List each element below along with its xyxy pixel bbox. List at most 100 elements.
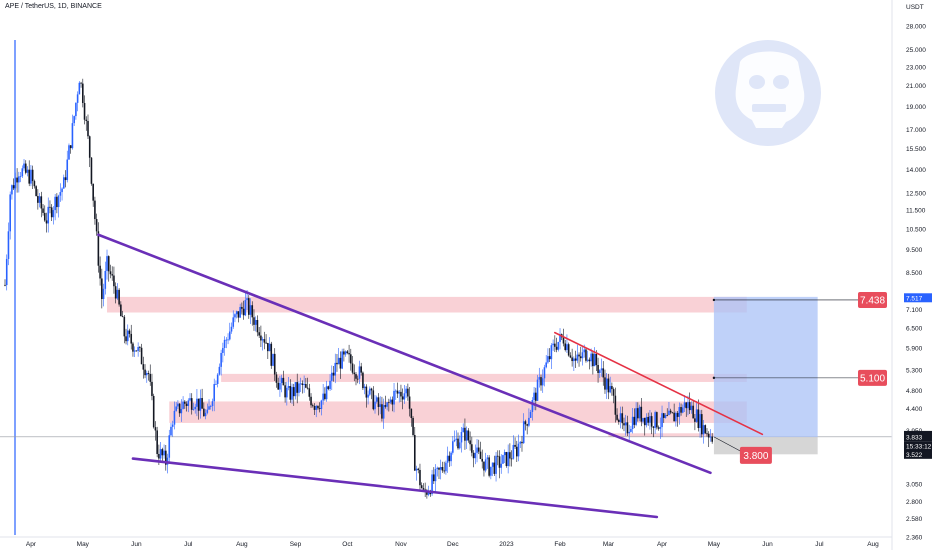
- candle-body: [350, 354, 352, 364]
- candle-body: [602, 368, 605, 378]
- candle-body: [372, 390, 375, 410]
- candle-body: [218, 366, 221, 375]
- candle-body: [496, 455, 499, 457]
- y-tick-label: 23.000: [906, 64, 926, 71]
- candle-body: [244, 300, 247, 316]
- candle-body: [87, 120, 89, 137]
- candle-body: [571, 357, 573, 362]
- candle-body: [228, 331, 231, 340]
- candle-body: [564, 343, 567, 351]
- candle-body: [638, 406, 641, 419]
- y-tick-label: 17.000: [906, 127, 926, 134]
- candle-body: [324, 393, 326, 400]
- candle-body: [410, 408, 413, 418]
- candle-body: [14, 177, 17, 189]
- candle-body: [493, 462, 496, 474]
- y-tick-label: 10.500: [906, 226, 926, 233]
- candle-body: [614, 395, 617, 415]
- candle-body: [227, 339, 229, 341]
- trendline-lower: [131, 457, 659, 519]
- candle-body: [246, 298, 248, 301]
- candle-body: [642, 417, 644, 422]
- candle-body: [196, 398, 198, 407]
- candle-body: [649, 416, 651, 423]
- candle-body: [237, 311, 240, 318]
- candle-body: [633, 416, 636, 425]
- resistance-zone: [169, 401, 747, 423]
- candle-body: [66, 159, 69, 181]
- candle-body: [190, 398, 193, 410]
- candle-body: [223, 339, 226, 348]
- price-tag-stop: [904, 449, 932, 459]
- candle-body: [488, 457, 490, 476]
- x-tick-label: Jun: [131, 541, 142, 548]
- candle-body: [505, 452, 508, 467]
- candle-body: [583, 349, 586, 353]
- candle-body: [282, 377, 285, 386]
- x-tick-label: May: [708, 541, 721, 548]
- candle-body: [690, 405, 693, 411]
- candle-body: [216, 374, 219, 384]
- candle-body: [469, 440, 471, 445]
- candle-body: [486, 457, 489, 460]
- candle-body: [318, 408, 321, 410]
- candle-body: [33, 181, 36, 187]
- candle-body: [175, 406, 177, 411]
- candle-body: [50, 207, 53, 218]
- candle-body: [154, 427, 157, 431]
- candle-body: [555, 346, 558, 350]
- candle-body: [626, 422, 629, 434]
- candle-body: [652, 426, 655, 428]
- price-tag-text: 7.517: [906, 295, 923, 302]
- candle-body: [118, 289, 120, 305]
- candle-body: [9, 194, 11, 232]
- candle-body: [232, 317, 235, 327]
- candle-body: [156, 430, 158, 454]
- target-label: 5.100: [860, 373, 885, 384]
- candle-body: [382, 405, 385, 419]
- candle-body: [114, 286, 117, 299]
- candle-body: [317, 405, 319, 409]
- candle-body: [149, 374, 152, 382]
- x-tick-label: Feb: [554, 541, 566, 548]
- candle-body: [666, 414, 669, 416]
- candle-body: [31, 169, 34, 182]
- candle-body: [640, 406, 643, 422]
- candle-body: [230, 326, 233, 332]
- candle-body: [604, 377, 606, 390]
- x-tick-label: Nov: [395, 541, 407, 548]
- candle-body: [83, 102, 86, 120]
- candle-body: [548, 356, 551, 360]
- price-tag-current: [904, 432, 932, 442]
- candle-body: [142, 364, 145, 370]
- candle-body: [562, 337, 565, 344]
- candle-body: [472, 452, 475, 459]
- candle-body: [536, 379, 539, 401]
- candle-body: [215, 383, 217, 385]
- candle-body: [524, 421, 527, 425]
- candle-body: [554, 343, 556, 347]
- candle-body: [412, 417, 414, 435]
- candle-body: [377, 397, 380, 407]
- candle-body: [171, 424, 174, 427]
- y-tick-label: 5.300: [906, 367, 923, 374]
- candle-body: [270, 343, 273, 366]
- candle-body: [52, 210, 55, 218]
- candle-body: [286, 387, 288, 398]
- candle-body: [692, 405, 694, 419]
- target-label-box: [858, 369, 887, 386]
- candle-body: [133, 350, 136, 352]
- candle-body: [502, 455, 504, 464]
- x-tick-label: Apr: [657, 541, 668, 548]
- candle-body: [165, 450, 167, 465]
- candle-body: [628, 431, 630, 434]
- candle-body: [107, 256, 110, 272]
- candle-body: [552, 343, 554, 346]
- candle-body: [515, 446, 518, 457]
- countdown-tag: [904, 441, 932, 451]
- candle-body: [483, 461, 485, 471]
- candle-body: [168, 435, 171, 458]
- candle-body: [507, 452, 509, 467]
- x-tick-label: Dec: [447, 541, 459, 548]
